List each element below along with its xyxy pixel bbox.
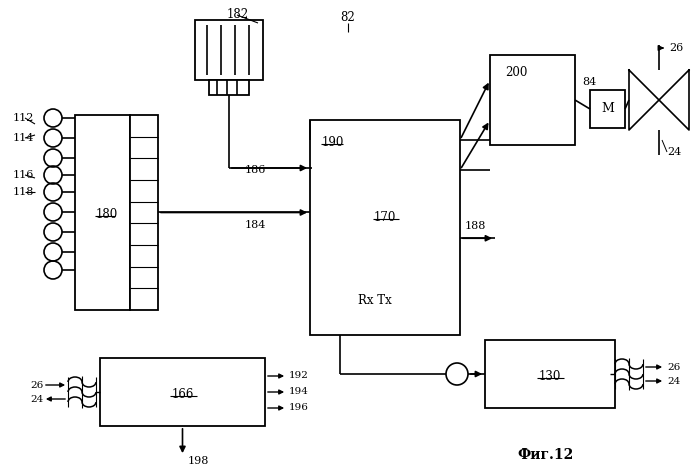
Text: 84: 84	[582, 77, 596, 87]
Bar	[485, 340, 615, 408]
Text: 184: 184	[245, 220, 267, 230]
Text: 116: 116	[13, 170, 34, 180]
Bar	[490, 55, 575, 145]
Text: 196: 196	[289, 403, 309, 412]
Text: 26: 26	[669, 43, 683, 53]
Text: 188: 188	[465, 221, 486, 231]
Text: 112: 112	[13, 113, 34, 123]
Text: 166: 166	[172, 387, 194, 401]
Text: 170: 170	[374, 211, 396, 224]
Bar	[310, 120, 460, 335]
Text: 194: 194	[289, 387, 309, 396]
Bar	[100, 358, 265, 426]
Text: 200: 200	[505, 67, 527, 79]
Text: 26: 26	[667, 362, 680, 371]
Text: 192: 192	[289, 371, 309, 380]
Text: 24: 24	[30, 394, 43, 403]
Text: M: M	[601, 103, 614, 115]
Text: 118: 118	[13, 187, 34, 197]
Text: 82: 82	[341, 11, 356, 25]
Text: 26: 26	[30, 380, 43, 389]
Bar	[195, 20, 263, 80]
Text: 130: 130	[539, 369, 561, 383]
Bar	[590, 90, 625, 128]
Text: 180: 180	[95, 208, 118, 221]
Bar	[75, 115, 130, 310]
Text: 24: 24	[667, 147, 681, 157]
Text: 114: 114	[13, 133, 34, 143]
Text: 182: 182	[227, 9, 249, 21]
Text: 24: 24	[667, 377, 680, 385]
Text: Rx Tx: Rx Tx	[358, 294, 392, 307]
Bar	[130, 115, 158, 310]
Text: 198: 198	[188, 456, 209, 466]
Text: 190: 190	[322, 135, 344, 149]
Bar	[209, 80, 249, 95]
Text: 186: 186	[245, 165, 267, 175]
Text: Фиг.12: Фиг.12	[517, 448, 573, 462]
